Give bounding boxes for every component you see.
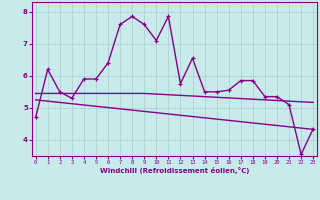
X-axis label: Windchill (Refroidissement éolien,°C): Windchill (Refroidissement éolien,°C) bbox=[100, 167, 249, 174]
